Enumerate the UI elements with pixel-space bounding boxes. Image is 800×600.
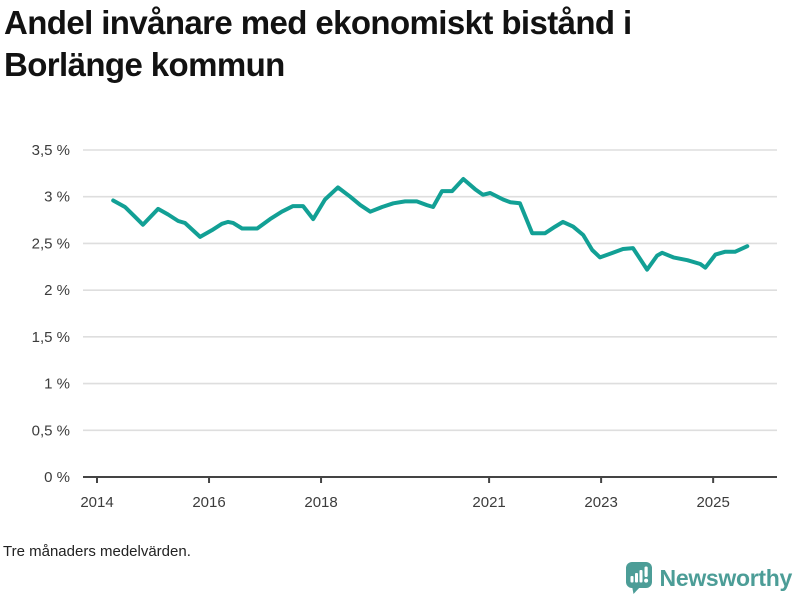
x-tick-label: 2023 bbox=[584, 494, 617, 511]
x-tick-label: 2014 bbox=[80, 494, 113, 511]
y-tick-label: 1,5 % bbox=[32, 329, 70, 346]
y-tick-label: 0 % bbox=[44, 469, 70, 486]
y-tick-label: 1 % bbox=[44, 376, 70, 393]
y-tick-label: 0,5 % bbox=[32, 422, 70, 439]
newsworthy-wordmark: Newsworthy bbox=[659, 564, 793, 591]
y-tick-label: 2 % bbox=[44, 282, 70, 299]
x-tick-label: 2016 bbox=[192, 494, 225, 511]
x-tick-label: 2025 bbox=[696, 494, 729, 511]
y-tick-label: 2,5 % bbox=[32, 235, 70, 252]
page-title: Andel invånare med ekonomiskt bistånd i … bbox=[4, 4, 632, 83]
trend-line bbox=[111, 177, 750, 272]
newsworthy-bubble-chart-icon bbox=[625, 562, 652, 594]
y-tick-label: 3 % bbox=[44, 189, 70, 206]
x-tick-label: 2021 bbox=[472, 494, 505, 511]
newsworthy-logo: Newsworthy bbox=[625, 559, 792, 597]
y-tick-label: 3,5 % bbox=[32, 142, 70, 159]
chart-footnote: Tre månaders medelvärden. bbox=[3, 543, 191, 560]
x-tick-label: 2018 bbox=[304, 494, 337, 511]
